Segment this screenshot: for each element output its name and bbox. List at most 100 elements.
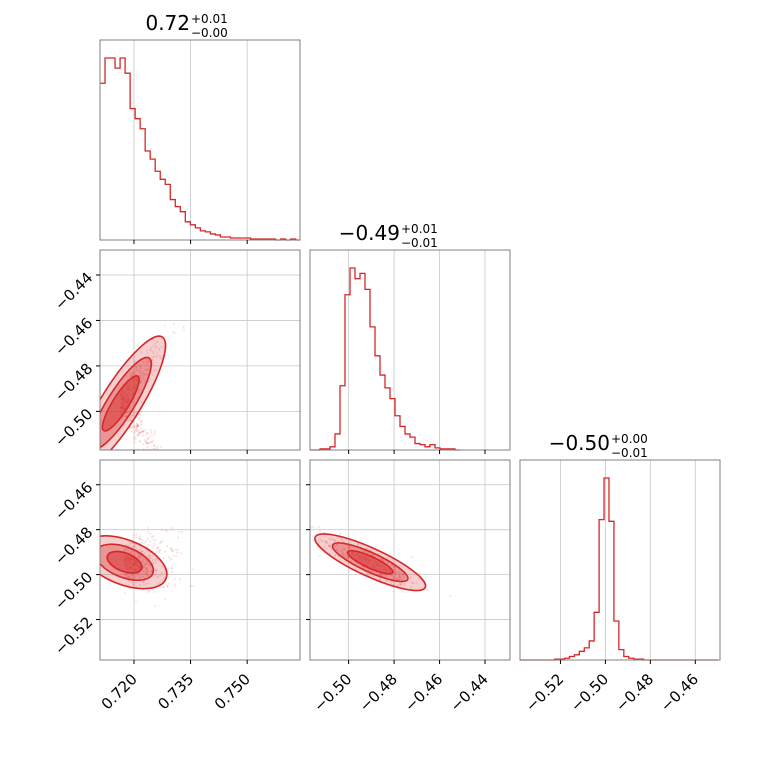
sample-point bbox=[138, 535, 142, 538]
sample-point bbox=[135, 428, 138, 432]
sample-point bbox=[170, 550, 174, 553]
sample-point bbox=[165, 584, 169, 587]
sample-point bbox=[372, 553, 375, 557]
sample-point bbox=[380, 557, 383, 561]
sample-point bbox=[141, 550, 144, 553]
sample-point bbox=[146, 431, 149, 435]
sample-point bbox=[177, 530, 180, 533]
sample-point bbox=[159, 356, 162, 360]
sample-point bbox=[302, 532, 304, 534]
sample-point bbox=[156, 356, 159, 359]
sample-point bbox=[131, 574, 134, 577]
sample-point bbox=[127, 575, 131, 579]
sample-point bbox=[347, 546, 350, 549]
sample-point bbox=[139, 440, 142, 443]
sample-point bbox=[152, 453, 154, 455]
sample-point bbox=[144, 373, 147, 376]
sample-point bbox=[155, 491, 157, 493]
hist-bin bbox=[614, 621, 619, 660]
sample-point bbox=[130, 425, 134, 429]
sample-point bbox=[311, 525, 315, 528]
sample-point bbox=[137, 556, 140, 560]
hist-bin bbox=[370, 327, 375, 450]
sample-point bbox=[163, 460, 165, 462]
sample-point bbox=[395, 577, 399, 581]
sample-point bbox=[139, 379, 142, 382]
sample-point bbox=[334, 553, 337, 556]
sample-point bbox=[123, 548, 126, 551]
sample-point bbox=[133, 373, 136, 376]
hist-panel-0: 0.72 +0.01−0.00 bbox=[99, 11, 301, 244]
hist-line-0 bbox=[100, 57, 300, 241]
sample-point bbox=[393, 569, 396, 573]
sample-point bbox=[127, 544, 131, 548]
sample-point bbox=[134, 574, 137, 577]
sample-point bbox=[137, 416, 141, 419]
sample-point bbox=[145, 566, 149, 570]
sample-point bbox=[161, 460, 163, 462]
sample-point bbox=[323, 531, 326, 534]
sample-point bbox=[412, 582, 416, 585]
sample-point bbox=[139, 381, 143, 385]
hist-bin bbox=[125, 73, 130, 240]
sample-point bbox=[172, 550, 175, 553]
sample-point bbox=[170, 557, 173, 560]
sample-point bbox=[401, 573, 404, 576]
sample-point bbox=[133, 425, 136, 428]
sample-point bbox=[151, 555, 154, 558]
x-tick-label: −0.50 bbox=[567, 670, 612, 715]
sample-point bbox=[134, 600, 138, 604]
sample-point bbox=[142, 376, 145, 379]
sample-point bbox=[132, 583, 135, 586]
hist-bin bbox=[599, 520, 604, 660]
sample-point bbox=[402, 575, 406, 578]
sample-point bbox=[378, 578, 382, 581]
title-minus: −0.01 bbox=[611, 446, 648, 460]
sample-point bbox=[161, 454, 163, 456]
sample-point bbox=[328, 537, 331, 541]
sample-point bbox=[339, 532, 342, 536]
sample-point bbox=[145, 563, 148, 566]
sample-point bbox=[142, 541, 145, 545]
sample-point bbox=[380, 573, 383, 576]
sample-point bbox=[147, 367, 151, 370]
hist-panel-2: −0.50 +0.00−0.01 bbox=[519, 431, 721, 664]
sample-point bbox=[334, 555, 337, 558]
sample-point bbox=[169, 558, 172, 561]
sample-point bbox=[163, 324, 166, 327]
sample-point bbox=[211, 520, 213, 522]
hist-bin bbox=[355, 279, 360, 450]
sample-point bbox=[335, 549, 339, 552]
sample-point bbox=[145, 442, 148, 445]
sample-point bbox=[154, 462, 156, 464]
sample-point bbox=[143, 373, 146, 376]
sample-point bbox=[181, 531, 184, 534]
sample-point bbox=[141, 360, 145, 363]
sample-point bbox=[145, 431, 148, 434]
sample-point bbox=[170, 566, 173, 570]
sample-point bbox=[159, 574, 162, 577]
sample-point bbox=[126, 409, 129, 412]
hist-bin bbox=[165, 184, 170, 240]
x-tick-label: 0.750 bbox=[211, 670, 254, 713]
sample-point bbox=[146, 575, 150, 578]
sample-point bbox=[135, 585, 138, 588]
sample-point bbox=[159, 445, 162, 449]
sample-point bbox=[129, 550, 132, 554]
sample-point bbox=[141, 430, 144, 433]
sample-point bbox=[161, 565, 164, 568]
sample-point bbox=[139, 413, 142, 417]
sample-point bbox=[146, 568, 149, 571]
sample-point bbox=[152, 562, 155, 565]
sample-point bbox=[139, 557, 142, 560]
sample-point bbox=[133, 545, 136, 548]
hist-bin bbox=[340, 386, 345, 450]
sample-point bbox=[130, 581, 134, 584]
sample-point bbox=[142, 430, 145, 433]
sample-point bbox=[145, 368, 148, 372]
sample-point bbox=[154, 558, 157, 562]
sample-point bbox=[174, 548, 177, 551]
hist-bin bbox=[345, 295, 350, 450]
sample-point bbox=[378, 578, 381, 581]
sample-point bbox=[144, 358, 148, 361]
